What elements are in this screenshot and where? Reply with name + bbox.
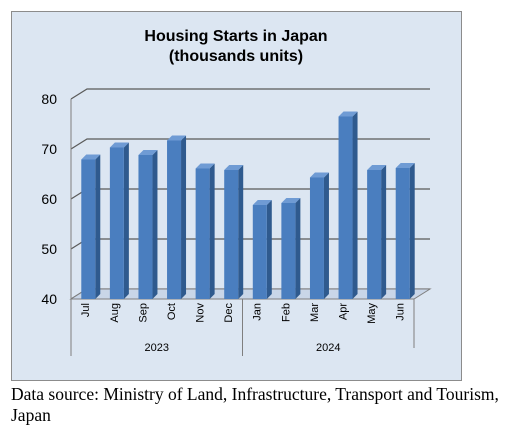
bar-top	[252, 200, 272, 205]
bar	[281, 198, 301, 299]
bar-side	[323, 172, 329, 299]
bar-front	[138, 155, 153, 299]
bar	[167, 135, 187, 299]
bars	[81, 111, 415, 299]
bar-front	[367, 170, 382, 299]
x-group-label: 2023	[145, 342, 169, 354]
x-category-label: Jan	[252, 303, 264, 321]
bar-side	[181, 135, 187, 299]
x-category-label: Sep	[137, 303, 149, 323]
x-group-label: 2024	[316, 342, 340, 354]
bar-front	[195, 168, 210, 299]
bar	[81, 154, 101, 299]
bar-top	[167, 135, 187, 141]
x-category-label: Apr	[337, 303, 349, 320]
bar-top	[367, 165, 387, 170]
x-category-label: Jul	[80, 303, 92, 317]
chart-title: Housing Starts in Japan	[144, 28, 327, 45]
bar-top	[224, 165, 244, 170]
bar-top	[81, 154, 101, 160]
bar-front	[81, 159, 96, 299]
x-category-label: Mar	[309, 303, 321, 322]
bar-side	[95, 154, 101, 299]
axis-labels: 40 50 60 70 80 Jul Aug Sep Oct Nov Dec Jan Feb Mar Apr…	[41, 91, 406, 354]
x-category-label: Aug	[109, 303, 121, 323]
bar-front	[281, 203, 296, 299]
bar-front	[309, 177, 324, 299]
bar-side	[295, 198, 301, 299]
bar-front	[395, 168, 410, 299]
bar-side	[352, 111, 358, 299]
y-tick-label: 50	[41, 241, 57, 257]
gridline	[70, 138, 430, 150]
chart-subtitle: (thousands units)	[169, 48, 303, 65]
bar-front	[167, 140, 182, 299]
bar	[395, 163, 415, 299]
bar	[338, 111, 358, 299]
bar-top	[195, 163, 215, 169]
bar	[195, 163, 215, 299]
x-category-label: Oct	[166, 303, 178, 320]
bar-top	[138, 150, 158, 155]
bar	[109, 142, 129, 299]
y-tick-label: 70	[41, 141, 57, 157]
x-category-label: Feb	[280, 303, 292, 322]
gridline	[70, 88, 430, 100]
bar-side	[266, 200, 272, 299]
y-tick-label: 40	[41, 291, 57, 307]
bar-top	[281, 198, 301, 203]
bar-side	[152, 150, 158, 299]
bar-front	[224, 170, 239, 299]
bar-side	[238, 165, 244, 299]
bar-front	[252, 205, 267, 299]
y-tick-label: 80	[41, 91, 57, 107]
bar-top	[109, 142, 129, 148]
bar	[138, 150, 158, 299]
x-category-label: Nov	[195, 303, 207, 323]
bar	[224, 165, 244, 299]
bar-side	[409, 163, 415, 299]
x-category-label: Dec	[223, 303, 235, 323]
data-source-note: Data source: Ministry of Land, Infrastru…	[11, 384, 499, 425]
y-tick-label: 60	[41, 191, 57, 207]
x-category-label: Jun	[395, 303, 407, 321]
bar-side	[209, 163, 215, 299]
bar-top	[309, 172, 329, 178]
x-category-label: May	[366, 303, 378, 324]
bar	[309, 172, 329, 299]
bar-front	[109, 147, 124, 299]
bar-front	[338, 116, 353, 299]
bar	[367, 165, 387, 299]
bar-top	[395, 163, 415, 168]
bar-side	[381, 165, 387, 299]
bar-side	[123, 142, 129, 299]
bar	[252, 200, 272, 299]
bar-top	[338, 111, 358, 117]
